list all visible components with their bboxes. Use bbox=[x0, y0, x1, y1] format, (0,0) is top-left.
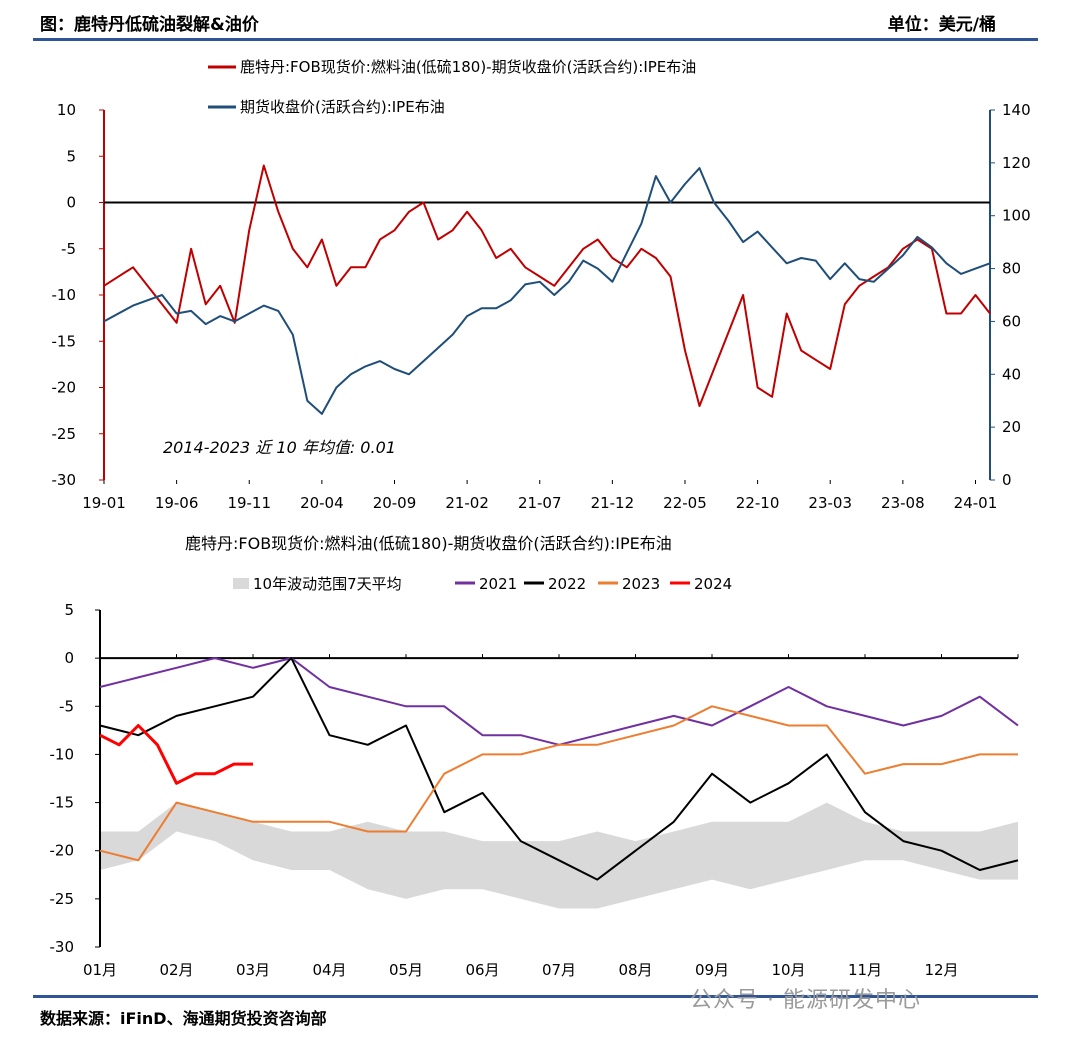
x-tick-label: 23-03 bbox=[808, 494, 852, 512]
crack-spread-line bbox=[103, 164, 991, 407]
legend-label-2022: 2022 bbox=[548, 575, 586, 593]
right-tick-label: 140 bbox=[1002, 101, 1031, 119]
x-tick-label: 12月 bbox=[924, 961, 958, 979]
data-source: 数据来源：iFinD、海通期货投资咨询部 bbox=[40, 1009, 327, 1028]
x-tick-label: 21-12 bbox=[591, 494, 635, 512]
x-tick-label: 10月 bbox=[771, 961, 805, 979]
chart2-axes: 5 0 -5 -10 -15 -20 -25 -30 01月 02月 03月 04月 05月 06月 07月… bbox=[50, 601, 1019, 979]
y-tick-label: -10 bbox=[50, 745, 75, 763]
legend-label-2024: 2024 bbox=[694, 575, 732, 593]
left-tick-label: -15 bbox=[52, 332, 77, 350]
footer-divider bbox=[33, 995, 1038, 998]
x-tick-label: 19-11 bbox=[227, 494, 271, 512]
legend-top-chart: 鹿特丹:FOB现货价:燃料油(低硫180)-期货收盘价(活跃合约):IPE布油 … bbox=[208, 58, 696, 116]
y-tick-label: -20 bbox=[50, 842, 75, 860]
seasonal-crack-chart: 鹿特丹:FOB现货价:燃料油(低硫180)-期货收盘价(活跃合约):IPE布油 … bbox=[50, 534, 1019, 979]
x-tick-label: 19-01 bbox=[82, 494, 126, 512]
x-tick-label: 05月 bbox=[389, 961, 423, 979]
chart2-series bbox=[99, 657, 1019, 881]
y-tick-label: -15 bbox=[50, 794, 75, 812]
legend-label-band: 10年波动范围7天平均 bbox=[253, 575, 402, 593]
legend-label-2023: 2023 bbox=[622, 575, 660, 593]
legend-label-2021: 2021 bbox=[479, 575, 517, 593]
y-tick-label: -25 bbox=[50, 890, 75, 908]
x-tick-label: 01月 bbox=[83, 961, 117, 979]
x-tick-label: 04月 bbox=[312, 961, 346, 979]
volatility-band bbox=[100, 802, 1018, 909]
x-tick-label: 11月 bbox=[848, 961, 882, 979]
chart-figure-title: 图：鹿特丹低硫油裂解&油价 bbox=[40, 15, 259, 35]
crack-brent-chart: 鹿特丹:FOB现货价:燃料油(低硫180)-期货收盘价(活跃合约):IPE布油 … bbox=[52, 58, 1031, 512]
y-tick-label: -5 bbox=[59, 697, 74, 715]
x-tick-label: 20-09 bbox=[373, 494, 417, 512]
unit-label: 单位：美元/桶 bbox=[887, 15, 996, 35]
chart2-legend: 10年波动范围7天平均 2021 2022 2023 2024 bbox=[233, 575, 732, 593]
x-tick-label: 19-06 bbox=[155, 494, 199, 512]
y-tick-label: -30 bbox=[50, 938, 75, 956]
chart2-band-area bbox=[100, 802, 1018, 909]
x-tick-label: 06月 bbox=[465, 961, 499, 979]
x-tick-label: 21-02 bbox=[445, 494, 489, 512]
y-tick-label: 5 bbox=[64, 601, 74, 619]
x-tick-label: 02月 bbox=[159, 961, 193, 979]
right-tick-label: 60 bbox=[1002, 312, 1021, 330]
right-tick-label: 20 bbox=[1002, 418, 1021, 436]
x-tick-label: 24-01 bbox=[954, 494, 998, 512]
ten-year-mean-annotation: 2014-2023 近 10 年均值: 0.01 bbox=[163, 438, 396, 457]
watermark: 公众号 · 能源研发中心 bbox=[690, 988, 921, 1013]
right-tick-label: 80 bbox=[1002, 260, 1021, 278]
left-tick-label: 10 bbox=[57, 101, 76, 119]
x-tick-label: 08月 bbox=[618, 961, 652, 979]
right-tick-label: 100 bbox=[1002, 207, 1031, 225]
chart1-series bbox=[103, 164, 991, 415]
right-tick-label: 120 bbox=[1002, 154, 1031, 172]
legend-swatch-band bbox=[233, 578, 249, 589]
left-tick-label: -5 bbox=[61, 240, 76, 258]
left-tick-label: -20 bbox=[52, 379, 77, 397]
series-line-2024 bbox=[99, 724, 253, 785]
y-tick-label: 0 bbox=[64, 649, 74, 667]
x-tick-label: 03月 bbox=[236, 961, 270, 979]
left-tick-label: -25 bbox=[52, 425, 77, 443]
right-tick-label: 0 bbox=[1002, 471, 1012, 489]
left-tick-label: 5 bbox=[66, 147, 76, 165]
x-tick-label: 23-08 bbox=[881, 494, 925, 512]
x-tick-label: 07月 bbox=[542, 961, 576, 979]
legend-label-crack: 鹿特丹:FOB现货价:燃料油(低硫180)-期货收盘价(活跃合约):IPE布油 bbox=[240, 58, 696, 76]
left-tick-label: 0 bbox=[66, 194, 76, 212]
series-line-2023 bbox=[99, 705, 1018, 862]
left-tick-label: -10 bbox=[52, 286, 77, 304]
x-tick-label: 09月 bbox=[695, 961, 729, 979]
header-divider bbox=[33, 38, 1038, 41]
x-tick-label: 20-04 bbox=[300, 494, 344, 512]
chart2-title: 鹿特丹:FOB现货价:燃料油(低硫180)-期货收盘价(活跃合约):IPE布油 bbox=[185, 534, 672, 553]
right-tick-label: 40 bbox=[1002, 365, 1021, 383]
x-tick-label: 22-10 bbox=[736, 494, 780, 512]
series-line-2022 bbox=[99, 657, 1019, 881]
x-tick-label: 21-07 bbox=[518, 494, 562, 512]
chart1-axes: 10 5 0 -5 -10 -15 -20 -25 -30 140 120 100 80 60 40 20 0 1… bbox=[52, 101, 1031, 512]
brent-price-line bbox=[103, 167, 991, 415]
left-tick-label: -30 bbox=[52, 471, 77, 489]
legend-label-brent: 期货收盘价(活跃合约):IPE布油 bbox=[240, 98, 445, 116]
x-tick-label: 22-05 bbox=[663, 494, 707, 512]
